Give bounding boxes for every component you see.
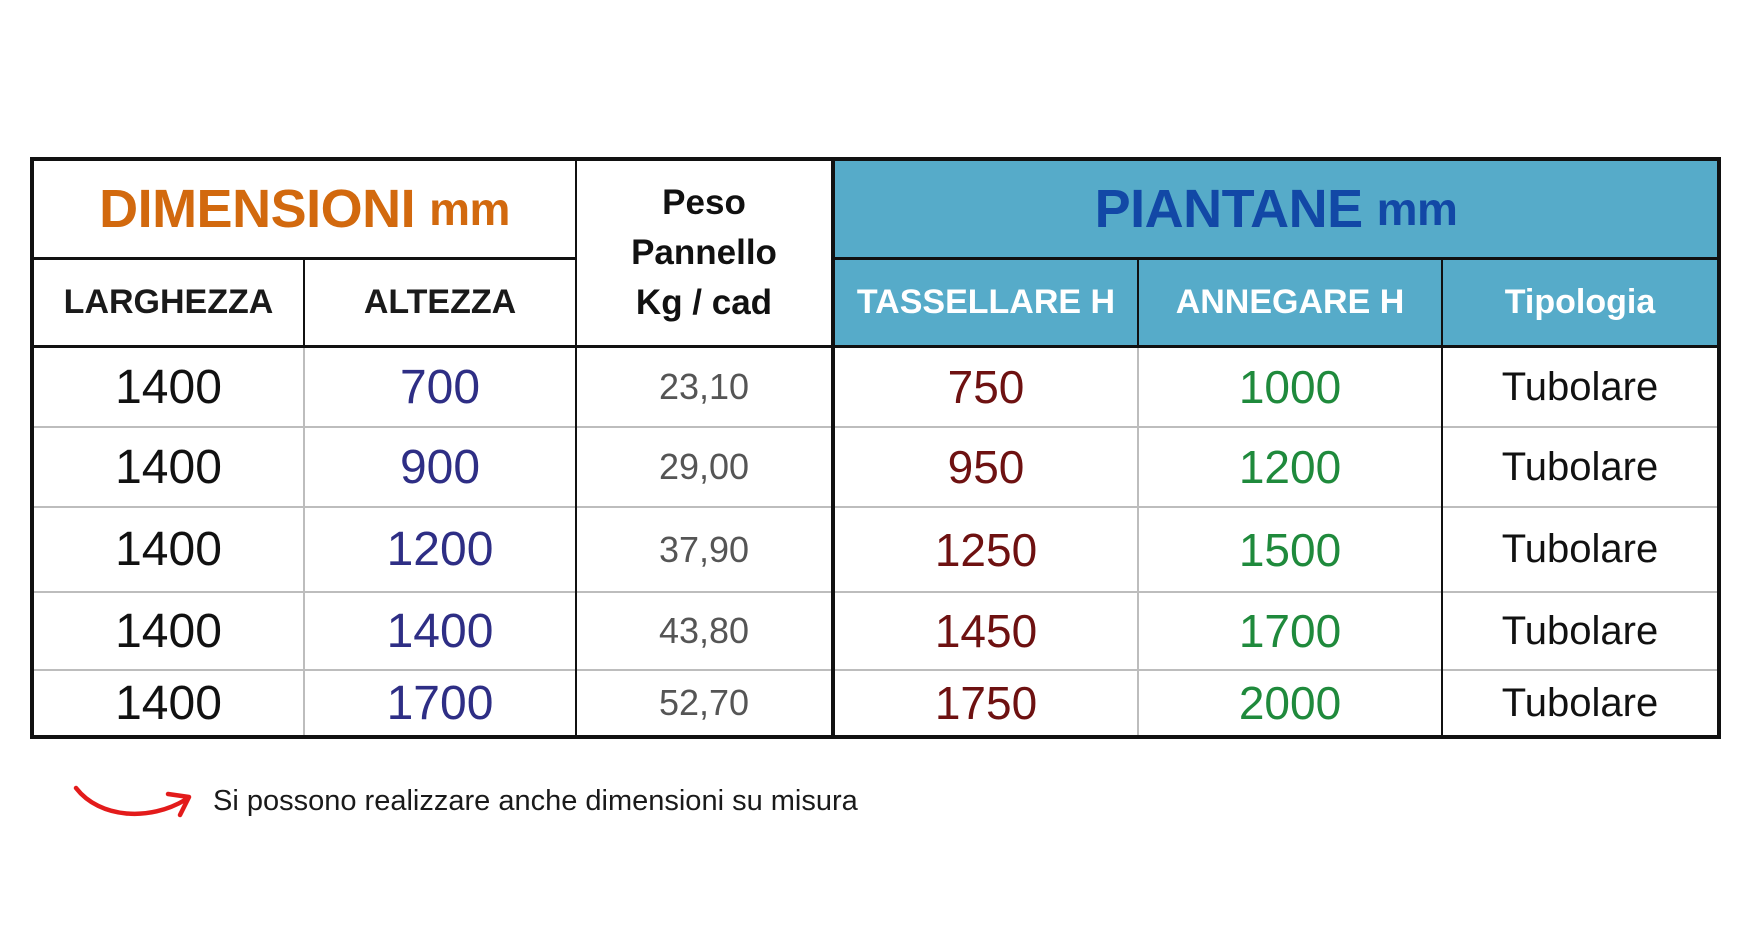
row5-larghezza: 1400	[115, 676, 222, 730]
product-dimensions-table: DIMENSIONI mm Peso Pannello Kg / cad PIAN…	[30, 157, 1721, 739]
row1-tipologia: Tubolare	[1501, 364, 1659, 409]
column-header-altezza: ALTEZZA	[363, 282, 517, 321]
row1-tassellare: 750	[947, 361, 1025, 413]
column-divider-line	[303, 257, 305, 348]
column-divider-line	[1137, 348, 1139, 735]
piantane-unit: mm	[1376, 183, 1458, 235]
row2-tassellare: 950	[947, 441, 1025, 493]
column-header-tipologia: Tipologia	[1504, 282, 1656, 321]
row4-altezza: 1400	[386, 604, 494, 658]
row4-tassellare: 1450	[934, 605, 1038, 657]
row5-peso: 52,70	[658, 682, 750, 723]
row2-larghezza: 1400	[115, 440, 222, 494]
dimensioni-header: DIMENSIONI mm	[34, 161, 575, 257]
row5-annegare: 2000	[1238, 677, 1342, 729]
section-divider-line	[831, 161, 835, 735]
row5-tassellare: 1750	[934, 677, 1038, 729]
row3-tassellare: 1250	[934, 523, 1038, 576]
column-divider-line	[1441, 257, 1443, 735]
row2-peso: 29,00	[658, 446, 750, 487]
column-header-annegare: ANNEGARE H	[1175, 282, 1405, 321]
row2-altezza: 900	[399, 440, 481, 494]
peso-header-line1: Peso	[662, 183, 746, 222]
row4-tipologia: Tubolare	[1501, 608, 1659, 653]
row4-larghezza: 1400	[115, 604, 222, 658]
column-divider-line	[1137, 257, 1139, 348]
dimensioni-title: DIMENSIONI	[99, 179, 416, 239]
row5-altezza: 1700	[386, 676, 494, 730]
peso-header-line3: Kg / cad	[635, 283, 773, 322]
piantane-header: PIANTANE mm	[835, 161, 1717, 257]
row1-annegare: 1000	[1238, 361, 1342, 413]
row3-peso: 37,90	[658, 528, 750, 570]
row1-larghezza: 1400	[115, 360, 222, 414]
row-divider-line	[34, 591, 1717, 593]
row1-peso: 23,10	[658, 366, 750, 407]
header-divider-line	[835, 257, 1717, 260]
peso-header: Peso Pannello Kg / cad	[577, 161, 831, 345]
piantane-title: PIANTANE	[1094, 179, 1364, 239]
row-divider-line	[34, 426, 1717, 428]
row2-annegare: 1200	[1238, 441, 1342, 493]
row3-altezza: 1200	[386, 523, 494, 576]
dimensioni-unit: mm	[429, 183, 510, 235]
row4-peso: 43,80	[658, 610, 750, 651]
row2-tipologia: Tubolare	[1501, 444, 1659, 489]
row5-tipologia: Tubolare	[1501, 680, 1659, 725]
column-header-larghezza: LARGHEZZA	[63, 282, 274, 321]
row3-annegare: 1500	[1238, 523, 1342, 576]
row-divider-line	[34, 506, 1717, 508]
row3-larghezza: 1400	[115, 523, 222, 576]
column-header-tassellare: TASSELLARE H	[856, 282, 1116, 321]
row3-tipologia: Tubolare	[1501, 527, 1659, 571]
curved-arrow-icon	[73, 785, 192, 818]
row1-altezza: 700	[399, 360, 481, 414]
custom-size-note: Si possono realizzare anche dimensioni s…	[213, 785, 858, 817]
piantane-header-background	[833, 161, 1717, 345]
peso-header-line2: Pannello	[631, 233, 777, 272]
column-divider-line	[575, 161, 577, 735]
row-divider-line	[34, 669, 1717, 671]
column-divider-line	[303, 348, 305, 735]
header-bottom-line	[34, 345, 1717, 348]
row4-annegare: 1700	[1238, 605, 1342, 657]
